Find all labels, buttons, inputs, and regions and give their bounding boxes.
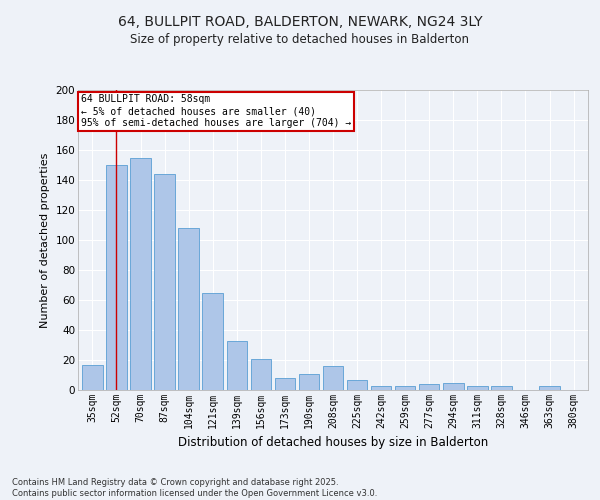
Bar xyxy=(419,384,439,390)
Text: 64, BULLPIT ROAD, BALDERTON, NEWARK, NG24 3LY: 64, BULLPIT ROAD, BALDERTON, NEWARK, NG2… xyxy=(118,15,482,29)
Bar xyxy=(323,366,343,390)
Bar xyxy=(154,174,175,390)
Text: Contains HM Land Registry data © Crown copyright and database right 2025.
Contai: Contains HM Land Registry data © Crown c… xyxy=(12,478,377,498)
Bar xyxy=(443,382,464,390)
Bar xyxy=(491,386,512,390)
Bar xyxy=(106,165,127,390)
Bar xyxy=(275,378,295,390)
Bar xyxy=(467,386,488,390)
Bar xyxy=(227,340,247,390)
Y-axis label: Number of detached properties: Number of detached properties xyxy=(40,152,50,328)
Bar xyxy=(251,358,271,390)
Bar xyxy=(130,158,151,390)
Bar xyxy=(82,364,103,390)
Bar xyxy=(347,380,367,390)
Bar xyxy=(299,374,319,390)
Bar xyxy=(395,386,415,390)
Bar xyxy=(539,386,560,390)
Text: 64 BULLPIT ROAD: 58sqm
← 5% of detached houses are smaller (40)
95% of semi-deta: 64 BULLPIT ROAD: 58sqm ← 5% of detached … xyxy=(80,94,351,128)
Bar xyxy=(178,228,199,390)
X-axis label: Distribution of detached houses by size in Balderton: Distribution of detached houses by size … xyxy=(178,436,488,450)
Bar xyxy=(371,386,391,390)
Text: Size of property relative to detached houses in Balderton: Size of property relative to detached ho… xyxy=(131,32,470,46)
Bar xyxy=(202,292,223,390)
